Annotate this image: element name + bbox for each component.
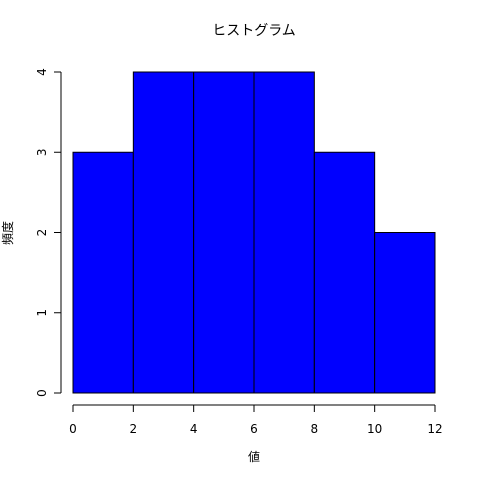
histogram-bars: [73, 72, 435, 393]
chart-title: ヒストグラム: [212, 23, 296, 39]
x-axis-label: 値: [248, 449, 260, 464]
y-tick-label: 0: [35, 389, 49, 397]
histogram-bar-4: [314, 152, 374, 393]
histogram-bar-1: [133, 72, 193, 393]
y-axis: 0 1 2 3 4: [35, 68, 61, 397]
y-tick-label: 2: [35, 229, 49, 237]
histogram-bar-2: [194, 72, 254, 393]
y-axis-label: 頻度: [0, 221, 15, 245]
x-axis: 0 2 4 6 8 10 12: [69, 405, 442, 436]
histogram-bar-0: [73, 152, 133, 393]
x-tick-label: 6: [250, 422, 258, 436]
x-tick-label: 2: [130, 422, 138, 436]
histogram-bar-5: [375, 233, 435, 394]
y-tick-label: 3: [35, 148, 49, 156]
x-tick-label: 10: [367, 422, 382, 436]
x-tick-label: 4: [190, 422, 198, 436]
x-tick-label: 12: [427, 422, 442, 436]
x-tick-label: 0: [69, 422, 77, 436]
y-tick-label: 4: [35, 68, 49, 76]
x-tick-label: 8: [311, 422, 319, 436]
histogram-bar-3: [254, 72, 314, 393]
y-tick-label: 1: [35, 309, 49, 317]
